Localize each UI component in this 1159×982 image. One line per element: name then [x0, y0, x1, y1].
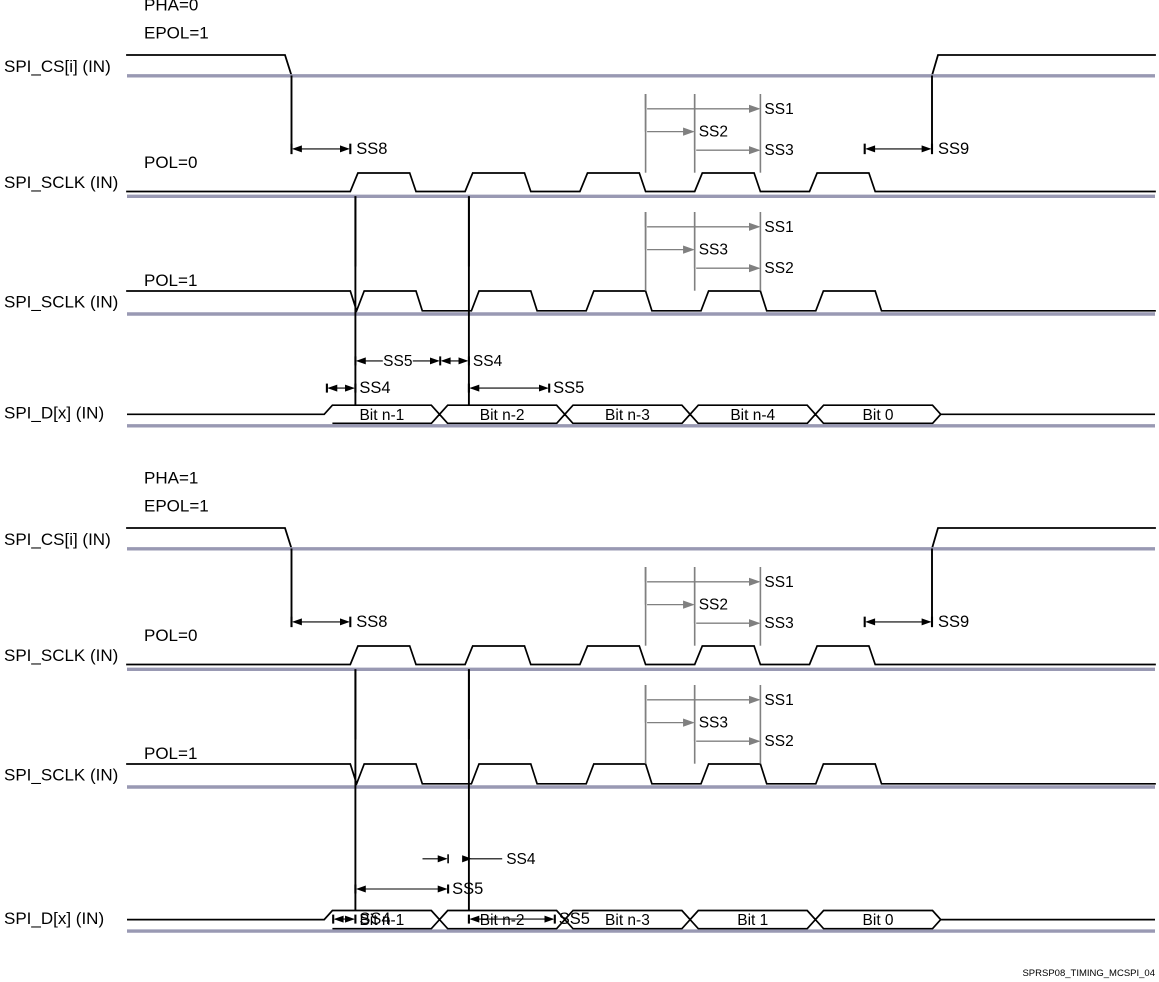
- svg-text:SS1: SS1: [764, 101, 793, 118]
- svg-text:SS3: SS3: [699, 242, 728, 259]
- svg-text:SPI_CS[i] (IN): SPI_CS[i] (IN): [4, 57, 111, 76]
- svg-text:SS3: SS3: [764, 142, 793, 159]
- svg-text:SPI_SCLK (IN): SPI_SCLK (IN): [4, 766, 118, 785]
- svg-text:SPRSP08_TIMING_MCSPI_04: SPRSP08_TIMING_MCSPI_04: [1022, 968, 1155, 979]
- svg-text:SPI_SCLK (IN): SPI_SCLK (IN): [4, 293, 118, 312]
- svg-text:SS3: SS3: [699, 715, 728, 732]
- svg-text:SS8: SS8: [356, 613, 387, 631]
- svg-text:SS2: SS2: [764, 733, 793, 750]
- svg-text:EPOL=1: EPOL=1: [144, 24, 209, 43]
- svg-text:PHA=0: PHA=0: [144, 0, 198, 15]
- svg-text:SS9: SS9: [938, 613, 969, 631]
- svg-text:Bit n-3: Bit n-3: [605, 912, 650, 929]
- svg-text:SPI_SCLK (IN): SPI_SCLK (IN): [4, 173, 118, 192]
- svg-text:SS4: SS4: [359, 379, 390, 397]
- svg-text:POL=1: POL=1: [144, 271, 197, 290]
- svg-text:SPI_D[x] (IN): SPI_D[x] (IN): [4, 909, 104, 928]
- svg-text:SS3: SS3: [764, 615, 793, 632]
- svg-text:SPI_SCLK (IN): SPI_SCLK (IN): [4, 646, 118, 665]
- svg-text:SS4: SS4: [473, 353, 503, 370]
- svg-text:SPI_CS[i] (IN): SPI_CS[i] (IN): [4, 530, 111, 549]
- svg-text:EPOL=1: EPOL=1: [144, 497, 209, 516]
- svg-text:PHA=1: PHA=1: [144, 469, 198, 488]
- svg-text:SS9: SS9: [938, 140, 969, 158]
- svg-text:Bit 1: Bit 1: [737, 912, 768, 929]
- svg-text:SS4: SS4: [506, 851, 536, 868]
- svg-text:POL=1: POL=1: [144, 744, 197, 763]
- svg-text:Bit n-4: Bit n-4: [730, 407, 775, 424]
- svg-text:Bit n-1: Bit n-1: [359, 912, 404, 929]
- svg-text:Bit n-2: Bit n-2: [480, 912, 525, 929]
- svg-text:POL=0: POL=0: [144, 153, 197, 172]
- svg-text:SS2: SS2: [699, 597, 728, 614]
- svg-text:SS5: SS5: [452, 880, 483, 898]
- svg-text:SS2: SS2: [764, 260, 793, 277]
- svg-text:SS2: SS2: [699, 124, 728, 141]
- svg-text:Bit 0: Bit 0: [863, 912, 894, 929]
- svg-text:SS1: SS1: [764, 219, 793, 236]
- svg-text:POL=0: POL=0: [144, 626, 197, 645]
- svg-text:SS1: SS1: [764, 574, 793, 591]
- svg-text:SS5: SS5: [383, 353, 412, 370]
- svg-text:Bit 0: Bit 0: [863, 407, 894, 424]
- svg-text:Bit n-2: Bit n-2: [480, 407, 525, 424]
- svg-text:Bit n-1: Bit n-1: [359, 407, 404, 424]
- svg-text:SPI_D[x] (IN): SPI_D[x] (IN): [4, 404, 104, 423]
- svg-text:SS1: SS1: [764, 692, 793, 709]
- svg-text:Bit n-3: Bit n-3: [605, 407, 650, 424]
- svg-text:SS8: SS8: [356, 140, 387, 158]
- svg-text:SS5: SS5: [553, 379, 584, 397]
